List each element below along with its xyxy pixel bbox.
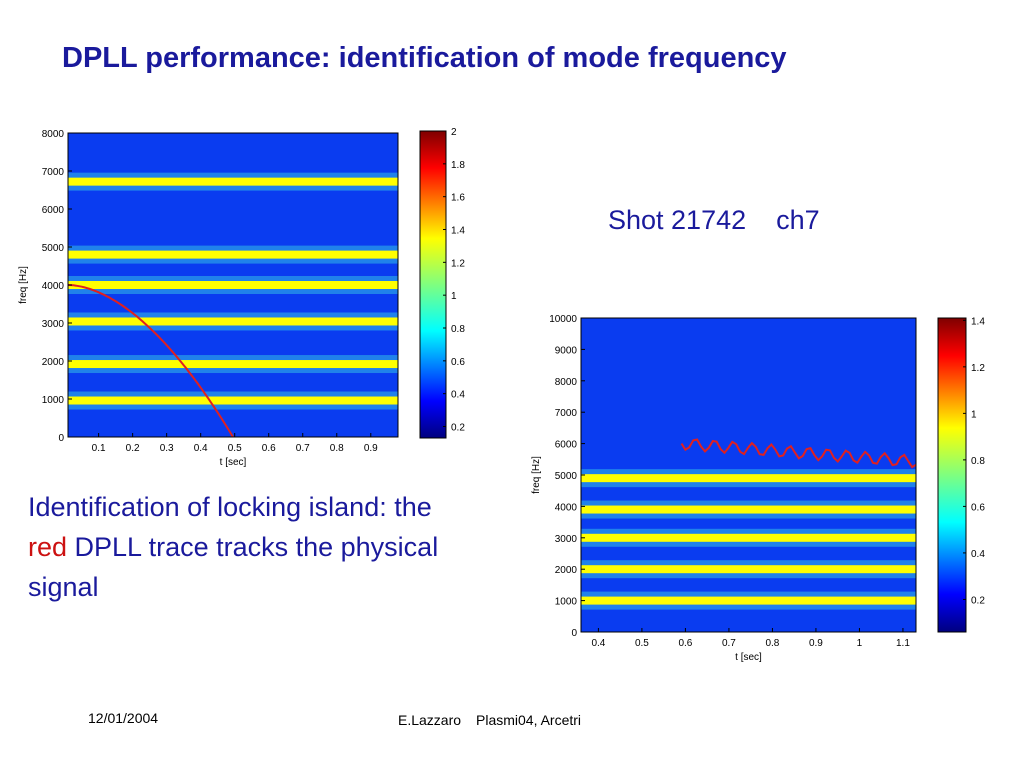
x-tick-label: 1.1 <box>896 638 910 649</box>
y-tick-label: 8000 <box>555 377 578 388</box>
caption-text: Identification of locking island: the <box>28 492 432 522</box>
colorbar-tick-label: 0.6 <box>971 502 985 513</box>
y-tick-label: 2000 <box>555 565 578 576</box>
caption: Identification of locking island: the re… <box>28 487 448 607</box>
spectral-band <box>581 533 916 542</box>
y-tick-label: 0 <box>571 628 577 639</box>
y-tick-label: 1000 <box>42 395 65 406</box>
y-tick-label: 3000 <box>42 319 65 330</box>
x-tick-label: 0.4 <box>591 638 605 649</box>
shot-number: Shot 21742 <box>608 205 747 235</box>
spectral-band <box>68 317 398 326</box>
x-tick-label: 0.4 <box>194 443 208 454</box>
spectral-band <box>68 396 398 405</box>
colorbar-tick-label: 1.4 <box>971 316 985 327</box>
colorbar-tick-label: 2 <box>451 127 457 138</box>
shot-label: Shot 21742 ch7 <box>608 205 820 236</box>
spectral-band <box>68 177 398 186</box>
y-tick-label: 10000 <box>549 314 577 325</box>
caption-highlight: red <box>28 532 68 562</box>
y-tick-label: 6000 <box>42 205 65 216</box>
slide-title: DPLL performance: identification of mode… <box>62 42 787 74</box>
y-tick-label: 1000 <box>555 597 578 608</box>
footer-date: 12/01/2004 <box>88 710 159 726</box>
y-tick-label: 4000 <box>555 502 578 513</box>
colorbar-tick-label: 0.6 <box>451 357 465 368</box>
spectral-band <box>581 505 916 514</box>
x-tick-label: 0.8 <box>765 638 779 649</box>
x-tick-label: 1 <box>857 638 863 649</box>
dpll-trace <box>67 284 234 438</box>
y-tick-label: 0 <box>58 433 64 444</box>
y-tick-label: 5000 <box>42 243 65 254</box>
colorbar-tick-label: 1.8 <box>451 160 465 171</box>
colorbar-tick-label: 1.6 <box>451 193 465 204</box>
colorbar-tick-label: 0.4 <box>971 549 985 560</box>
dpll-trace <box>680 438 917 469</box>
spectral-band <box>68 281 398 289</box>
x-axis-label: t [sec] <box>735 652 762 663</box>
y-axis-label: freq [Hz] <box>18 266 29 304</box>
colorbar-tick-label: 1.4 <box>451 226 465 237</box>
y-tick-label: 2000 <box>42 357 65 368</box>
y-tick-label: 7000 <box>555 408 578 419</box>
spectral-band <box>581 596 916 605</box>
x-tick-label: 0.5 <box>228 443 242 454</box>
x-tick-label: 0.9 <box>364 443 378 454</box>
y-tick-label: 3000 <box>555 534 578 545</box>
spectral-band <box>68 360 398 369</box>
y-tick-label: 6000 <box>555 440 578 451</box>
x-tick-label: 0.3 <box>160 443 174 454</box>
x-tick-label: 0.1 <box>92 443 106 454</box>
colorbar-tick-label: 0.4 <box>451 390 465 401</box>
colorbar <box>419 130 447 439</box>
colorbar-tick-label: 1.2 <box>451 258 465 269</box>
y-tick-label: 4000 <box>42 281 65 292</box>
x-tick-label: 0.7 <box>722 638 736 649</box>
colorbar <box>937 317 967 633</box>
x-tick-label: 0.5 <box>635 638 649 649</box>
footer-author: E.Lazzaro <box>398 712 462 728</box>
y-axis-label: freq [Hz] <box>531 456 542 494</box>
channel: ch7 <box>776 205 820 235</box>
x-tick-label: 0.2 <box>126 443 140 454</box>
x-tick-label: 0.9 <box>809 638 823 649</box>
y-tick-label: 9000 <box>555 345 578 356</box>
y-tick-label: 5000 <box>555 471 578 482</box>
spectral-band <box>581 565 916 574</box>
x-tick-label: 0.6 <box>678 638 692 649</box>
y-tick-label: 8000 <box>42 129 65 140</box>
caption-text: DPLL trace tracks the physical signal <box>28 532 439 602</box>
footer-venue: Plasmi04, Arcetri <box>476 712 582 728</box>
colorbar-tick-label: 0.8 <box>971 456 985 467</box>
colorbar-tick-label: 1.2 <box>971 363 985 374</box>
colorbar-tick-label: 1 <box>971 409 977 420</box>
x-tick-label: 0.6 <box>262 443 276 454</box>
spectral-band <box>68 250 398 259</box>
y-tick-label: 7000 <box>42 167 65 178</box>
colorbar-tick-label: 0.8 <box>451 324 465 335</box>
colorbar-tick-label: 0.2 <box>451 423 465 434</box>
x-tick-label: 0.8 <box>330 443 344 454</box>
colorbar-tick-label: 0.2 <box>971 595 985 606</box>
spectral-band <box>581 474 916 483</box>
x-axis-label: t [sec] <box>220 457 247 468</box>
x-tick-label: 0.7 <box>296 443 310 454</box>
colorbar-tick-label: 1 <box>451 291 457 302</box>
